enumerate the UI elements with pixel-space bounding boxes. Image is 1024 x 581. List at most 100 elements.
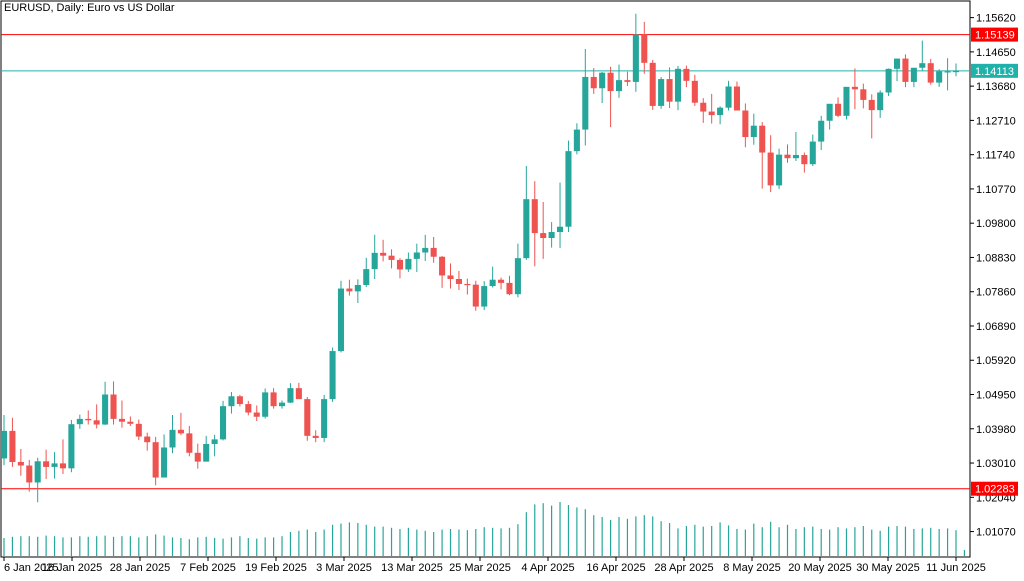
price-tick-label: 1.08830 <box>976 252 1016 264</box>
candle-body <box>649 62 656 106</box>
candle-body <box>203 443 210 462</box>
candle-body <box>127 421 134 424</box>
candle-body <box>599 72 606 89</box>
candle-body <box>211 439 218 444</box>
candle-body <box>152 442 159 478</box>
level-price-tag <box>971 27 1018 42</box>
candle-body <box>9 430 16 462</box>
candle-body <box>498 279 505 283</box>
candle-body <box>220 406 227 440</box>
price-tick-label: 1.01070 <box>976 527 1016 539</box>
date-tick-label: 8 May 2025 <box>723 562 780 574</box>
candle-body <box>582 76 589 130</box>
candle-body <box>557 226 564 233</box>
candle-body <box>481 286 488 307</box>
candle-body <box>784 154 791 159</box>
candle-body <box>885 68 892 93</box>
price-tick-label: 1.06890 <box>976 321 1016 333</box>
candle-body <box>792 155 799 159</box>
price-tick-label: 1.15620 <box>976 13 1016 25</box>
candle-body <box>523 199 530 259</box>
date-tick-label: 6 Jan 2025 <box>4 562 58 574</box>
candle-body <box>540 233 547 239</box>
candle-body <box>287 388 294 403</box>
date-tick-label: 25 Mar 2025 <box>449 562 511 574</box>
candle-body <box>245 404 252 413</box>
candle-body <box>26 465 33 483</box>
candle-body <box>826 103 833 121</box>
candle-body <box>236 396 243 405</box>
date-tick-label: 28 Jan 2025 <box>110 562 171 574</box>
candle-body <box>742 110 749 137</box>
candle-body <box>759 125 766 153</box>
candle-body <box>565 151 572 227</box>
candle-body <box>936 71 943 83</box>
candle-body <box>346 288 353 292</box>
candle-body <box>776 154 783 186</box>
candle-body <box>868 99 875 111</box>
candle-body <box>430 247 437 257</box>
candle-body <box>919 63 926 68</box>
candle-body <box>422 247 429 253</box>
date-tick-label: 3 Mar 2025 <box>316 562 372 574</box>
price-tick-label: 1.14650 <box>976 47 1016 59</box>
date-tick-label: 16 Apr 2025 <box>586 562 645 574</box>
candle-body <box>548 232 555 239</box>
candle-body <box>944 71 951 73</box>
candle-body <box>506 282 513 295</box>
candle-body <box>666 79 673 102</box>
candle-body <box>110 394 117 419</box>
candle-body <box>161 447 168 478</box>
candle-body <box>877 92 884 111</box>
candle-body <box>85 418 92 421</box>
level-price-tag <box>971 481 1018 496</box>
date-tick-label: 28 Apr 2025 <box>654 562 713 574</box>
price-tick-label: 1.11740 <box>976 150 1015 162</box>
date-tick-label: 20 May 2025 <box>788 562 852 574</box>
date-tick-label: 19 Feb 2025 <box>245 562 307 574</box>
candle-body <box>144 436 151 443</box>
plot-frame <box>0 0 971 558</box>
candle-body <box>725 86 732 108</box>
candle-body <box>354 285 361 292</box>
candle-body <box>380 252 387 256</box>
candle-body <box>228 396 235 407</box>
candle-body <box>809 141 816 165</box>
candle-body <box>767 152 774 186</box>
price-tick-label: 1.03010 <box>976 458 1016 470</box>
date-tick-label: 30 May 2025 <box>856 562 920 574</box>
candle-body <box>169 429 176 448</box>
candle-body <box>708 111 715 116</box>
candle-body <box>194 452 201 462</box>
candle-body <box>472 284 479 307</box>
level-price-label: 1.14113 <box>975 66 1014 78</box>
candle-body <box>531 199 538 234</box>
candle-body <box>363 269 370 286</box>
candle-body <box>43 461 50 467</box>
candle-body <box>447 275 454 279</box>
candle-body <box>388 255 395 260</box>
candle-body <box>405 258 412 270</box>
price-tick-label: 1.12710 <box>976 115 1016 127</box>
date-tick-label: 16 Jan 2025 <box>42 562 103 574</box>
candle-body <box>102 394 109 425</box>
candle-body <box>396 259 403 270</box>
price-tick-label: 1.07860 <box>976 287 1016 299</box>
candle-body <box>927 63 934 83</box>
candle-body <box>615 80 623 92</box>
price-tick-label: 1.10770 <box>976 184 1016 196</box>
candle-body <box>295 388 302 400</box>
price-tick-label: 1.05920 <box>976 355 1016 367</box>
candle-body <box>312 435 319 438</box>
candle-body <box>135 423 142 437</box>
level-price-label: 1.02283 <box>975 484 1015 496</box>
candle-body <box>683 68 690 81</box>
candle-body <box>371 252 378 270</box>
candle-body <box>818 120 825 142</box>
candle-body <box>590 76 597 89</box>
candle-body <box>413 252 420 259</box>
candle-body <box>514 258 521 295</box>
candle-body <box>118 418 125 422</box>
candle-body <box>632 34 639 82</box>
